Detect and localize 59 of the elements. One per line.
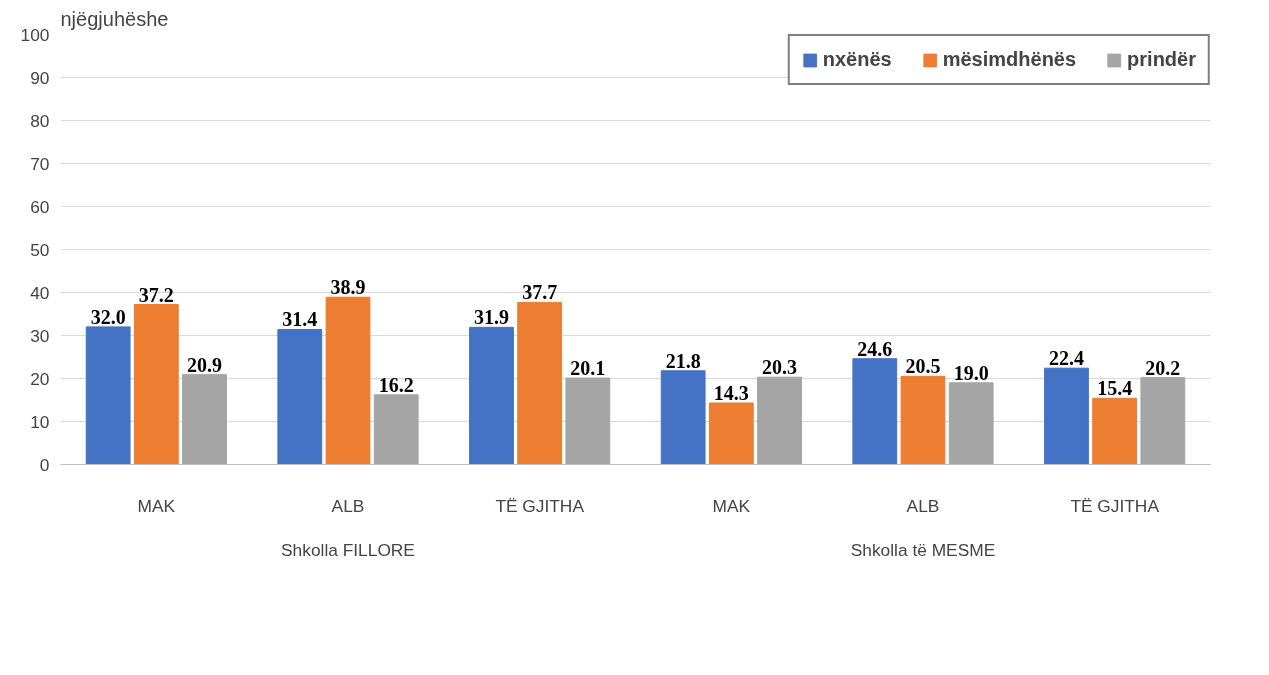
x-tick-label: ALB [331,495,365,516]
x-tick-label: MAK [712,495,751,516]
bar [708,402,754,465]
data-label: 31.9 [473,306,509,329]
x-tick-label: TË GJITHA [1070,495,1160,516]
bar [373,394,419,465]
data-label: 19.0 [953,361,989,384]
data-label: 24.6 [857,337,893,360]
bar [1140,377,1186,465]
legend-label: mësimdhënës [942,48,1077,71]
bar [852,358,898,465]
y-axis-title: njëgjuhëshe [60,7,169,30]
y-tick-label: 40 [30,282,50,303]
bar [325,296,371,465]
bar [1044,367,1089,465]
y-tick-label: 30 [30,325,50,346]
data-label: 20.9 [187,353,223,376]
bar [182,374,227,465]
data-label: 16.2 [378,373,414,396]
y-tick-label: 20 [30,368,50,389]
data-label: 21.8 [665,349,701,372]
data-label: 20.1 [570,357,606,380]
x-tick-label: ALB [906,495,940,516]
data-label: 38.9 [330,276,366,299]
data-label: 15.4 [1097,377,1133,400]
y-tick-label: 60 [30,196,50,217]
data-label: 14.3 [713,382,749,405]
y-tick-label: 80 [30,110,50,131]
y-tick-label: 90 [30,67,50,88]
y-tick-label: 10 [30,411,50,432]
bar [1092,397,1138,465]
x-tick-label: MAK [137,495,176,516]
data-label: 32.0 [90,305,126,328]
y-tick-label: 0 [39,454,50,475]
bar [517,301,563,465]
bar [469,326,514,465]
data-label: 22.4 [1048,347,1084,370]
y-tick-label: 50 [30,239,50,260]
y-tick-label: 70 [30,153,50,174]
bar [133,304,179,465]
data-label: 31.4 [282,308,318,331]
bar [565,377,611,465]
text: Shkolla FILLORE [281,539,415,560]
bar [900,375,946,465]
x-tick-label: TË GJITHA [495,495,585,516]
y-tick-label: 100 [20,24,50,45]
bar [757,376,802,465]
data-label: 20.5 [905,355,941,378]
legend-label: prindër [1127,48,1196,71]
bar [85,326,131,465]
data-label: 20.2 [1145,356,1181,379]
data-label: 37.7 [522,281,558,304]
bar [660,370,706,465]
data-label: 37.2 [138,283,174,306]
text: Shkolla të MESME [850,539,996,560]
bar [277,328,323,465]
data-label: 20.3 [762,356,798,379]
legend-label: nxënës [822,48,892,71]
bar [948,382,994,465]
